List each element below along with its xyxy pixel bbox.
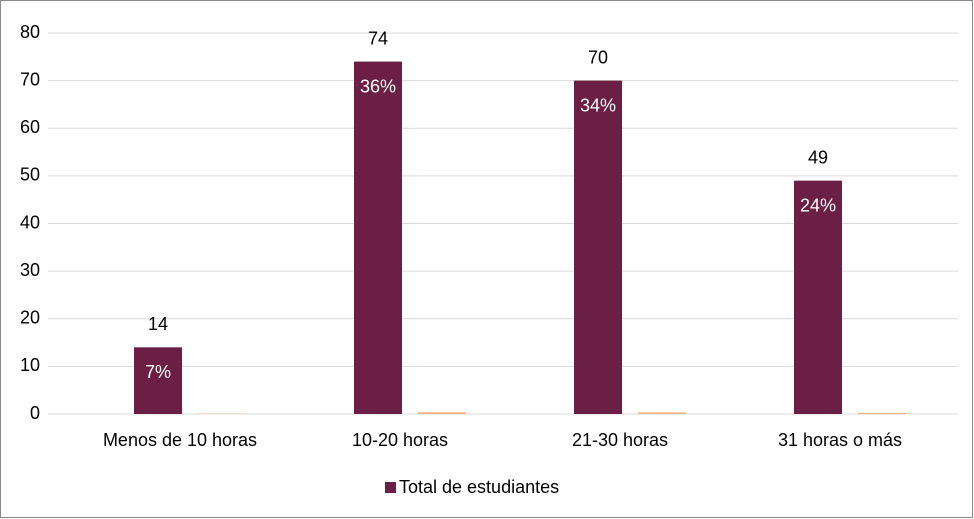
bar bbox=[418, 412, 466, 414]
data-label: 7% bbox=[145, 362, 171, 382]
legend-swatch bbox=[385, 482, 396, 493]
data-label: 49 bbox=[808, 147, 828, 167]
bar bbox=[574, 80, 622, 414]
bar bbox=[638, 412, 686, 414]
y-tick-label: 70 bbox=[20, 69, 40, 89]
x-tick-label: 21-30 horas bbox=[572, 430, 668, 450]
bar bbox=[354, 61, 402, 414]
data-label: 74 bbox=[368, 28, 388, 48]
x-tick-label: 10-20 horas bbox=[352, 430, 448, 450]
y-tick-label: 80 bbox=[20, 22, 40, 42]
data-label: 36% bbox=[360, 76, 396, 96]
y-tick-label: 10 bbox=[20, 355, 40, 375]
data-label: 24% bbox=[800, 195, 836, 215]
bar bbox=[134, 347, 182, 414]
data-label: 14 bbox=[148, 314, 168, 334]
bar bbox=[794, 180, 842, 414]
y-tick-label: 40 bbox=[20, 212, 40, 232]
y-tick-label: 30 bbox=[20, 260, 40, 280]
x-tick-label: Menos de 10 horas bbox=[103, 430, 257, 450]
y-tick-label: 0 bbox=[30, 403, 40, 423]
data-label: 70 bbox=[588, 47, 608, 67]
y-tick-label: 20 bbox=[20, 308, 40, 328]
y-tick-label: 60 bbox=[20, 117, 40, 137]
x-tick-label: 31 horas o más bbox=[778, 430, 902, 450]
y-tick-label: 50 bbox=[20, 165, 40, 185]
data-label: 34% bbox=[580, 95, 616, 115]
legend-label: Total de estudiantes bbox=[399, 477, 559, 497]
bar bbox=[858, 412, 906, 414]
